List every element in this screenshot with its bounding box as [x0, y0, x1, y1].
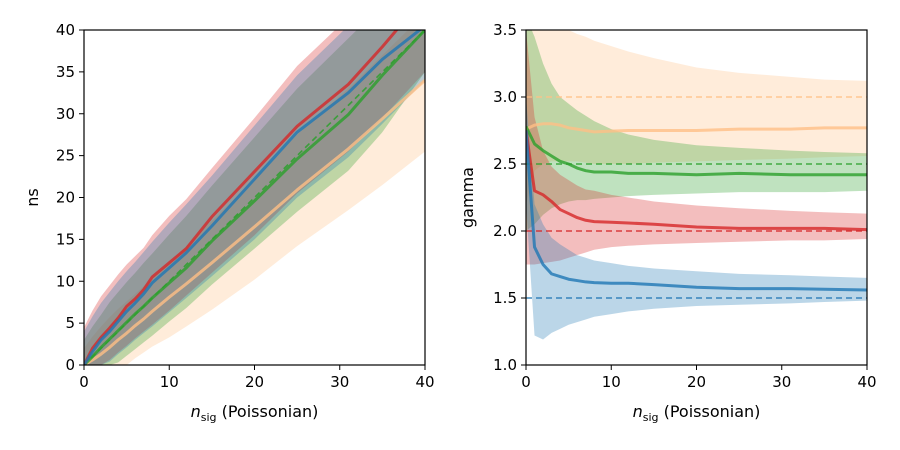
series-0-line — [84, 79, 425, 365]
y-tick-label: 2.5 — [493, 155, 517, 173]
y-tick-label: 3.0 — [493, 88, 517, 106]
y-tick-label: 20 — [56, 189, 75, 207]
gamma-panel: 0 10 20 30 40 1.0 1.5 2.0 2.5 3.0 3.5 nsig (Poisson… — [458, 21, 877, 424]
y-tick-label: 35 — [56, 63, 75, 81]
x-tick-label: 40 — [857, 373, 876, 391]
y-tick-label: 1.0 — [493, 356, 517, 374]
x-tick-label: 10 — [602, 373, 621, 391]
series-3-band — [526, 97, 867, 340]
y-tick-label: 1.5 — [493, 289, 517, 307]
x-axis-label: nsig (Poissonian) — [191, 402, 319, 424]
series-1-band — [526, 30, 867, 231]
x-tick-label: 30 — [330, 373, 349, 391]
y-tick-label: 15 — [56, 230, 75, 248]
series-2-band — [526, 30, 867, 265]
plot-area — [84, 30, 425, 365]
x-tick-label: 10 — [160, 373, 179, 391]
x-tick-label: 0 — [79, 373, 89, 391]
series-2-line — [84, 30, 399, 365]
y-tick-label: 40 — [56, 21, 75, 39]
y-tick-label: 10 — [56, 272, 75, 290]
x-tick-label: 0 — [521, 373, 531, 391]
x-tick-label: 20 — [245, 373, 264, 391]
y-tick-label: 2.0 — [493, 222, 517, 240]
y-axis-label: ns — [23, 188, 42, 206]
series-3-line — [526, 130, 867, 292]
series-1-line — [526, 125, 867, 177]
series-1-line — [84, 30, 425, 365]
x-tick-label: 40 — [415, 373, 434, 391]
y-tick-label: 0 — [65, 356, 75, 374]
y-tick-label: 5 — [65, 314, 75, 332]
y-tick-label: 25 — [56, 147, 75, 165]
x-tick-label: 30 — [772, 373, 791, 391]
x-axis-label: nsig (Poissonian) — [633, 402, 761, 424]
y-tick-label: 30 — [56, 105, 75, 123]
ns-panel: 0 10 20 30 40 0 5 10 15 20 25 30 35 40 nsig (Poissonia… — [23, 21, 435, 424]
plot-area — [526, 30, 867, 340]
series-0-line — [526, 122, 867, 134]
y-tick-label: 3.5 — [493, 21, 517, 39]
series-0-band — [526, 30, 867, 205]
series-2-line — [526, 130, 867, 232]
y-axis-label: gamma — [458, 167, 477, 228]
x-tick-label: 20 — [687, 373, 706, 391]
series-3-line — [84, 30, 423, 365]
